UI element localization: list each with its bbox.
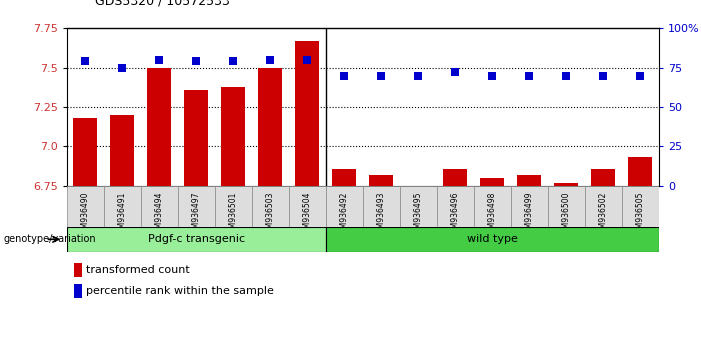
Text: genotype/variation: genotype/variation bbox=[4, 234, 96, 244]
Bar bbox=[554, 183, 578, 186]
Bar bbox=[110, 115, 134, 186]
Bar bbox=[258, 68, 283, 186]
Text: GSM936505: GSM936505 bbox=[636, 192, 645, 239]
Text: GSM936500: GSM936500 bbox=[562, 192, 571, 239]
Text: GSM936490: GSM936490 bbox=[81, 192, 90, 239]
Text: GSM936493: GSM936493 bbox=[376, 192, 386, 239]
Text: GSM936502: GSM936502 bbox=[599, 192, 608, 238]
Text: GSM936503: GSM936503 bbox=[266, 192, 275, 239]
Bar bbox=[332, 169, 356, 186]
Text: transformed count: transformed count bbox=[86, 265, 190, 275]
Text: GSM936499: GSM936499 bbox=[525, 192, 534, 239]
Text: GSM936497: GSM936497 bbox=[191, 192, 200, 239]
Text: GDS5320 / 10572533: GDS5320 / 10572533 bbox=[95, 0, 229, 7]
Bar bbox=[480, 178, 505, 186]
Text: wild type: wild type bbox=[467, 234, 518, 244]
Text: GSM936498: GSM936498 bbox=[488, 192, 497, 238]
Bar bbox=[369, 175, 393, 186]
Bar bbox=[184, 90, 208, 186]
Bar bbox=[517, 175, 541, 186]
Text: Pdgf-c transgenic: Pdgf-c transgenic bbox=[148, 234, 245, 244]
Bar bbox=[67, 227, 326, 252]
Bar bbox=[295, 41, 319, 186]
Bar bbox=[104, 186, 141, 227]
Bar bbox=[67, 186, 104, 227]
Bar bbox=[622, 186, 659, 227]
Bar bbox=[443, 169, 468, 186]
Text: GSM936504: GSM936504 bbox=[303, 192, 312, 239]
Text: GSM936491: GSM936491 bbox=[118, 192, 127, 238]
Bar bbox=[289, 186, 326, 227]
Bar bbox=[326, 186, 363, 227]
Bar bbox=[548, 186, 585, 227]
Bar bbox=[511, 186, 548, 227]
Bar bbox=[215, 186, 252, 227]
Text: percentile rank within the sample: percentile rank within the sample bbox=[86, 286, 274, 296]
Bar bbox=[585, 186, 622, 227]
Bar bbox=[326, 227, 659, 252]
Bar bbox=[628, 158, 653, 186]
Bar bbox=[147, 68, 171, 186]
Text: GSM936496: GSM936496 bbox=[451, 192, 460, 239]
Bar bbox=[400, 186, 437, 227]
Text: GSM936494: GSM936494 bbox=[155, 192, 163, 239]
Text: GSM936501: GSM936501 bbox=[229, 192, 238, 238]
Bar bbox=[177, 186, 215, 227]
Bar bbox=[363, 186, 400, 227]
Bar bbox=[437, 186, 474, 227]
Bar bbox=[73, 118, 97, 186]
Bar bbox=[474, 186, 511, 227]
Bar bbox=[252, 186, 289, 227]
Bar bbox=[141, 186, 177, 227]
Text: GSM936492: GSM936492 bbox=[340, 192, 349, 238]
Bar bbox=[592, 169, 615, 186]
Text: GSM936495: GSM936495 bbox=[414, 192, 423, 239]
Bar bbox=[221, 87, 245, 186]
